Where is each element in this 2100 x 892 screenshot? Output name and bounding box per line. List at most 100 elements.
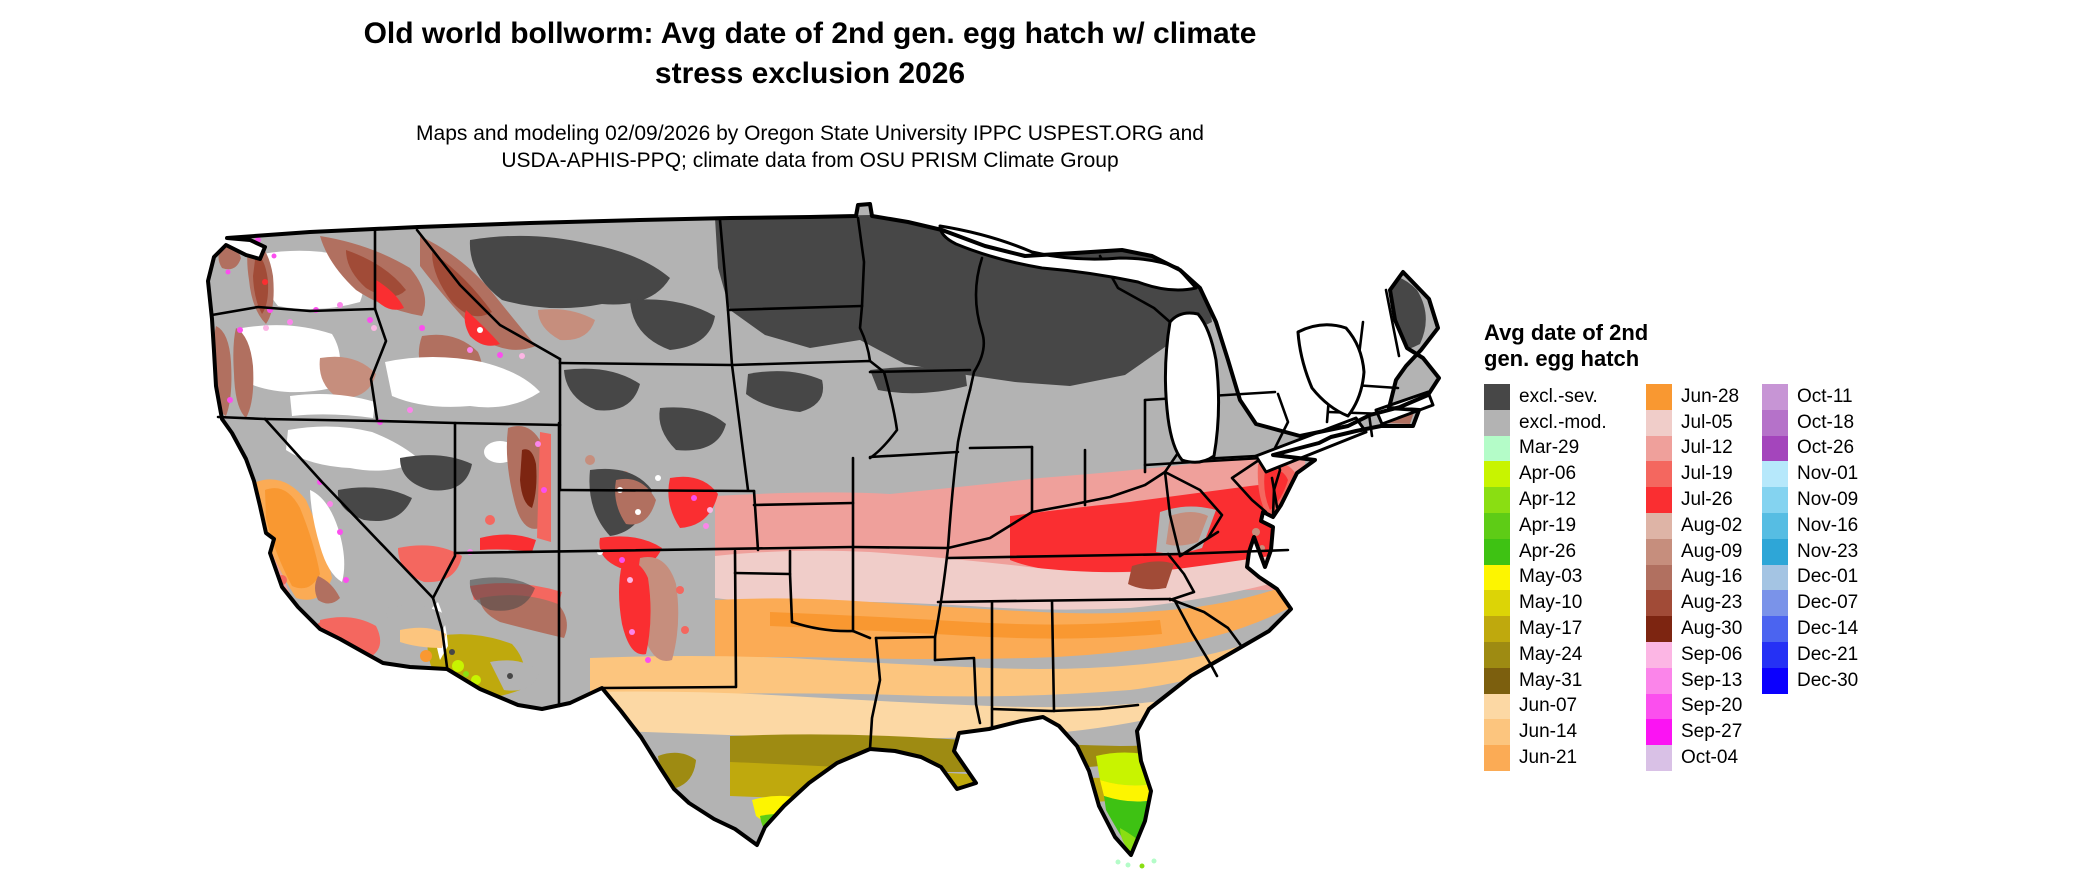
- legend-row: excl.-sev.: [1484, 384, 1607, 410]
- legend-columns: excl.-sev. excl.-mod. Mar-29 Apr-06 Apr-12 Ap…: [1484, 384, 1984, 784]
- legend-swatch: [1646, 590, 1672, 617]
- legend-swatch: [1646, 667, 1672, 694]
- legend-label: Aug-30: [1681, 618, 1743, 640]
- lake-superior: [938, 224, 1198, 292]
- title-line-2: stress exclusion 2026: [654, 57, 966, 90]
- legend-swatch: [1484, 564, 1510, 591]
- legend-label: Dec-14: [1797, 618, 1859, 640]
- legend-label: Jul-05: [1681, 411, 1733, 433]
- legend-label: May-10: [1519, 592, 1583, 614]
- legend-row: Aug-09: [1646, 538, 1743, 565]
- legend-column-3: Oct-11 Oct-18 Oct-26 Nov-01 Nov-09 Nov-16 Nov-…: [1762, 384, 1858, 694]
- legend-swatch: [1762, 590, 1788, 617]
- legend-row: Sep-06: [1646, 641, 1743, 668]
- legend-title-line-2: gen. egg hatch: [1484, 346, 1640, 371]
- legend-swatch: [1484, 538, 1510, 565]
- legend-label: Sep-20: [1681, 695, 1743, 717]
- legend-row: Dec-01: [1762, 564, 1858, 591]
- legend-swatch: [1484, 745, 1510, 771]
- legend-label: Nov-01: [1797, 463, 1859, 485]
- legend-row: Apr-26: [1484, 538, 1607, 565]
- legend-label: Oct-11: [1797, 385, 1853, 407]
- legend-label: May-31: [1519, 669, 1583, 691]
- legend-label: Jul-19: [1681, 463, 1733, 485]
- legend-swatch: [1646, 384, 1672, 410]
- legend-row: Jun-21: [1484, 745, 1607, 771]
- legend-row: Sep-20: [1646, 693, 1743, 720]
- legend-swatch: [1762, 512, 1788, 539]
- legend-row: May-31: [1484, 667, 1607, 694]
- legend-row: Oct-11: [1762, 384, 1858, 410]
- legend-swatch: [1762, 409, 1788, 436]
- legend-row: Apr-06: [1484, 461, 1607, 488]
- legend-label: Aug-02: [1681, 514, 1743, 536]
- legend-row: Apr-19: [1484, 512, 1607, 539]
- legend-label: Dec-07: [1797, 592, 1859, 614]
- legend-row: Jun-28: [1646, 384, 1742, 410]
- legend-label: May-03: [1519, 566, 1583, 588]
- legend-swatch: [1646, 719, 1672, 746]
- legend-swatch: [1484, 616, 1510, 642]
- legend-swatch: [1484, 409, 1510, 436]
- legend-swatch: [1484, 590, 1510, 617]
- page-title: Old world bollworm: Avg date of 2nd gen.…: [170, 14, 1450, 94]
- legend-swatch: [1484, 641, 1510, 668]
- legend-row: Aug-16: [1646, 564, 1743, 591]
- legend-label: Nov-09: [1797, 489, 1859, 511]
- legend-row: Apr-12: [1484, 487, 1607, 513]
- legend-row: Oct-04: [1646, 745, 1742, 771]
- legend-label: excl.-mod.: [1519, 411, 1607, 433]
- great-lakes: [938, 224, 1435, 474]
- legend-swatch: [1646, 693, 1672, 720]
- legend-label: Jun-07: [1519, 695, 1578, 717]
- legend-row: Nov-01: [1762, 461, 1859, 488]
- legend-swatch: [1484, 512, 1510, 539]
- legend-label: May-17: [1519, 618, 1583, 640]
- legend-label: Apr-19: [1519, 514, 1577, 536]
- legend-label: Sep-06: [1681, 643, 1743, 665]
- legend-swatch: [1646, 461, 1672, 488]
- legend-swatch: [1646, 564, 1672, 591]
- legend-label: Jul-26: [1681, 489, 1733, 511]
- legend-label: Jun-14: [1519, 721, 1578, 743]
- legend-row: Jun-14: [1484, 719, 1607, 746]
- legend-row: Jul-26: [1646, 487, 1742, 513]
- legend-swatch: [1762, 641, 1788, 668]
- legend: Avg date of 2nd gen. egg hatch excl.-sev…: [1484, 320, 1984, 784]
- legend-label: Nov-23: [1797, 540, 1859, 562]
- legend-swatch: [1762, 487, 1788, 513]
- legend-row: Jul-19: [1646, 461, 1742, 488]
- legend-swatch: [1762, 538, 1788, 565]
- legend-label: Sep-13: [1681, 669, 1743, 691]
- legend-label: Aug-09: [1681, 540, 1743, 562]
- legend-title-line-1: Avg date of 2nd: [1484, 320, 1649, 345]
- legend-row: Aug-23: [1646, 590, 1742, 617]
- legend-swatch: [1762, 461, 1788, 488]
- legend-title: Avg date of 2nd gen. egg hatch: [1484, 320, 1984, 372]
- legend-row: excl.-mod.: [1484, 409, 1607, 436]
- legend-swatch: [1646, 409, 1672, 436]
- legend-label: Apr-06: [1519, 463, 1577, 485]
- legend-swatch: [1646, 641, 1672, 668]
- legend-label: Dec-21: [1797, 643, 1859, 665]
- legend-swatch: [1646, 745, 1672, 771]
- state-borders: [210, 216, 1401, 751]
- legend-row: Oct-18: [1762, 409, 1858, 436]
- legend-label: Aug-16: [1681, 566, 1743, 588]
- legend-label: Sep-27: [1681, 721, 1743, 743]
- legend-row: May-24: [1484, 641, 1607, 668]
- legend-label: Nov-16: [1797, 514, 1859, 536]
- legend-label: Oct-26: [1797, 437, 1855, 459]
- legend-swatch: [1762, 435, 1788, 462]
- legend-row: Jul-12: [1646, 435, 1742, 462]
- legend-swatch: [1484, 667, 1510, 694]
- legend-row: Nov-23: [1762, 538, 1859, 565]
- legend-row: Aug-30: [1646, 616, 1742, 642]
- legend-column-1: excl.-sev. excl.-mod. Mar-29 Apr-06 Apr-12 Ap…: [1484, 384, 1607, 771]
- subtitle-line-1: Maps and modeling 02/09/2026 by Oregon S…: [416, 122, 1204, 145]
- lake-huron: [1296, 323, 1366, 418]
- title-line-1: Old world bollworm: Avg date of 2nd gen.…: [363, 17, 1257, 50]
- legend-swatch: [1484, 435, 1510, 462]
- legend-row: Dec-21: [1762, 641, 1859, 668]
- legend-row: Dec-30: [1762, 667, 1858, 694]
